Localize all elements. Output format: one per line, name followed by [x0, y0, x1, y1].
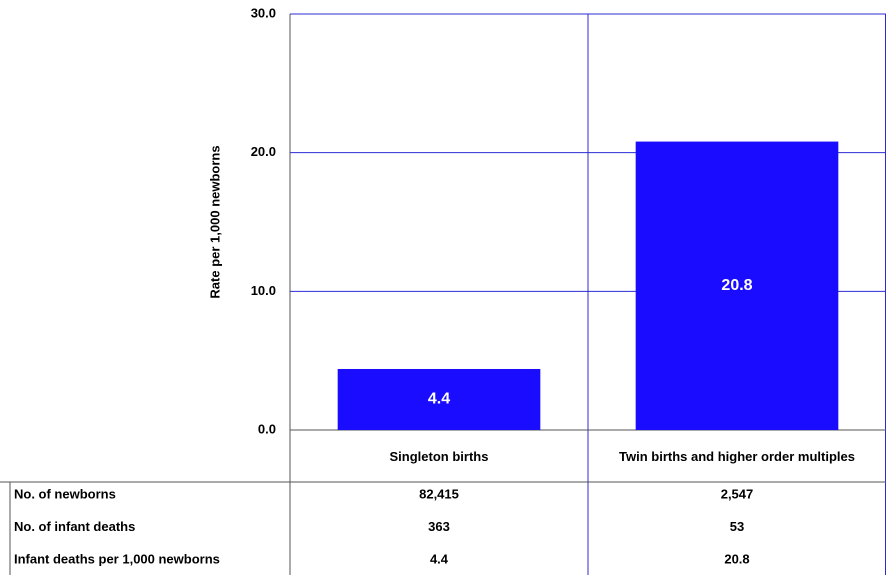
- x-tick-label: Twin births and higher order multiples: [619, 448, 855, 464]
- y-tick-label: 0.0: [258, 421, 276, 436]
- table-row-label: No. of newborns: [14, 486, 116, 501]
- y-axis-label: Rate per 1,000 newborns: [207, 145, 222, 298]
- value-label: 20.8: [721, 277, 752, 294]
- bar: [337, 368, 541, 430]
- y-tick-label: 30.0: [251, 5, 276, 20]
- bar: [635, 141, 839, 430]
- table-cell: 82,415: [419, 486, 459, 501]
- table-cell: 53: [730, 519, 744, 534]
- value-label: 4.4: [428, 391, 450, 408]
- x-tick-label: Singleton births: [389, 448, 489, 464]
- table-row-label: Infant deaths per 1,000 newborns: [14, 551, 220, 566]
- table-cell: 20.8: [724, 551, 749, 566]
- table-cell: 4.4: [430, 551, 449, 566]
- table-cell: 363: [428, 519, 450, 534]
- y-tick-label: 20.0: [251, 144, 276, 159]
- table-cell: 2,547: [721, 486, 754, 501]
- table-row-label: No. of infant deaths: [14, 519, 135, 534]
- y-tick-label: 10.0: [251, 283, 276, 298]
